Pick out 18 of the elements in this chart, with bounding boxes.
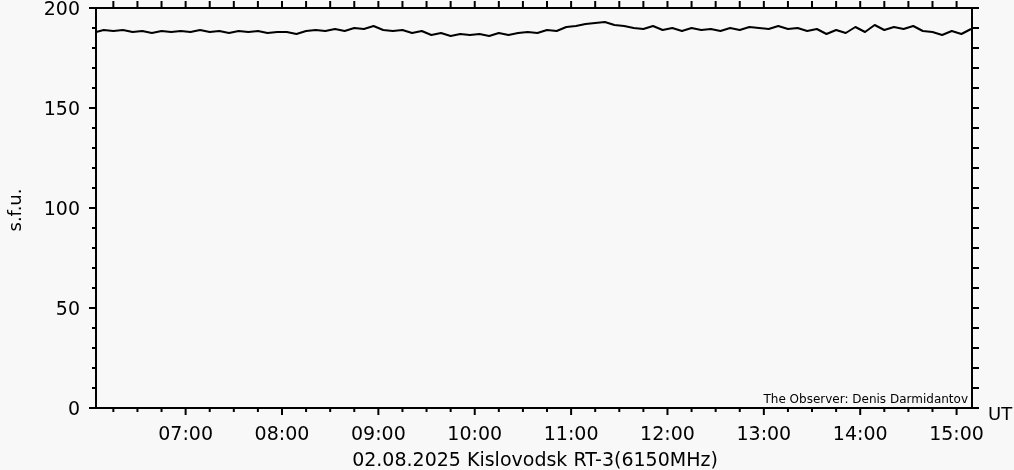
text: UT bbox=[988, 403, 1014, 424]
y-tick-label: 150 bbox=[43, 97, 80, 119]
y-tick-label: 200 bbox=[43, 0, 80, 19]
x-tick-label: 10:00 bbox=[447, 422, 503, 444]
x-tick-label: 09:00 bbox=[350, 422, 406, 444]
y-tick-label: 50 bbox=[55, 297, 80, 319]
x-tick-label: 12:00 bbox=[640, 422, 695, 444]
y-tick-label: 0 bbox=[67, 397, 80, 419]
x-tick-label: 07:00 bbox=[158, 422, 214, 444]
x-axis-title: 02.08.2025 Kislovodsk RT-3(6150MHz) bbox=[352, 448, 718, 470]
y-axis-title: s.f.u. bbox=[4, 188, 25, 232]
x-tick-label: 08:00 bbox=[254, 422, 310, 444]
x-tick-label: 13:00 bbox=[736, 422, 792, 444]
annotation: The Observer: Denis Darmidantov bbox=[762, 392, 968, 406]
y-tick-label: 100 bbox=[43, 197, 80, 219]
x-tick-label: 15:00 bbox=[929, 422, 984, 444]
x-tick-label: 14:00 bbox=[832, 422, 888, 444]
x-tick-label: 11:00 bbox=[543, 422, 599, 444]
